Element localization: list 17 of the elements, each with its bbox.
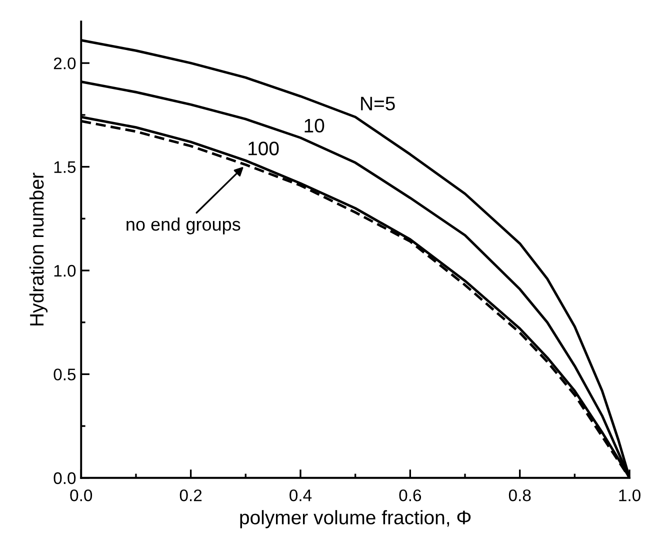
series-label: N=5: [361, 96, 395, 110]
x-axis-title: polymer volume fraction, Φ: [240, 510, 471, 528]
x-tick-label: 0.8: [508, 489, 531, 502]
y-axis-title: Hydration number: [29, 172, 48, 326]
series-label: 10: [304, 118, 324, 133]
y-tick-label: 2.0: [54, 57, 76, 70]
x-tick-label: 0.6: [399, 489, 422, 502]
series-label: 100: [248, 142, 279, 156]
y-tick-label: 1.5: [54, 161, 76, 173]
text: no end groups: [126, 217, 240, 234]
x-tick-label: 1.0: [619, 489, 640, 502]
x-tick-label: 0.4: [290, 489, 312, 502]
y-tick-label: 0.5: [54, 368, 76, 380]
x-tick-label: 0.2: [180, 489, 202, 502]
x-tick-label: 0.0: [70, 489, 92, 502]
y-tick-label: 1.0: [54, 264, 76, 277]
y-tick-label: 0.0: [54, 472, 76, 484]
